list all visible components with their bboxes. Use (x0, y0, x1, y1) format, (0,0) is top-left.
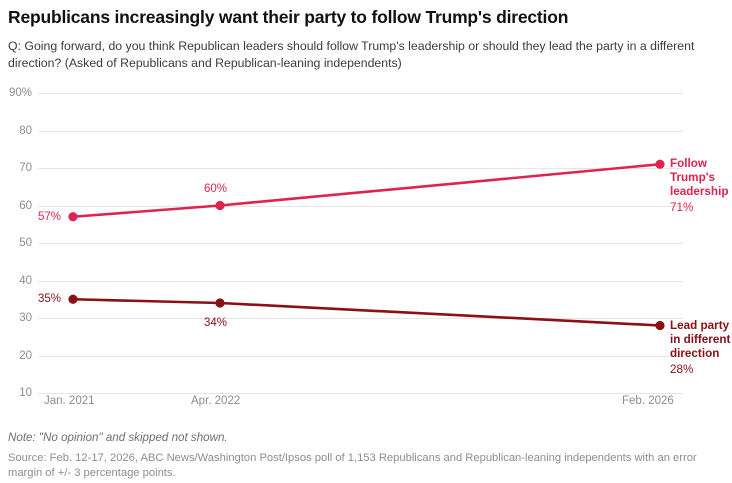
series-1-value-label-apr-2022: 60% (204, 183, 228, 195)
series-1-legend-value: 71% (670, 200, 694, 214)
gridline-80 (38, 130, 683, 132)
y-axis-tick-20: 20 (19, 349, 32, 362)
chart-subtitle: Q: Going forward, do you think Republica… (8, 39, 695, 70)
y-axis-tick-80: 80 (19, 124, 32, 137)
y-axis-tick-30: 30 (19, 312, 32, 324)
gridline-90 (38, 93, 683, 94)
series-lines-svg (68, 159, 665, 331)
series-2-legend-value: 28% (670, 362, 694, 376)
series-2-point-feb-2026[interactable] (655, 320, 665, 331)
gridline-20 (38, 355, 683, 357)
gridline-70 (38, 168, 683, 169)
series-2-legend-name: Lead party in different direction (670, 319, 731, 361)
series-1-point-feb-2026[interactable] (655, 159, 665, 169)
chart-note: Note: "No opinion" and skipped not shown… (8, 431, 228, 444)
series-2-legend-label: Lead party in different direction 28% (670, 319, 732, 377)
series-1-point-apr-2022[interactable] (215, 200, 225, 211)
x-axis-tick-jan-2021: Jan. 2021 (44, 395, 95, 407)
gridline-40 (38, 280, 683, 282)
series-1-line (71, 162, 662, 219)
y-axis-tick-90: 90% (8, 87, 32, 99)
series-2-line (71, 297, 662, 327)
series-2-value-label-jan-2021: 35% (38, 293, 62, 305)
gridline-30 (38, 318, 683, 319)
gridline-60 (38, 205, 683, 207)
y-axis-tick-70: 70 (19, 162, 32, 174)
series-2-value-label-apr-2022: 34% (204, 317, 228, 329)
x-axis-tick-apr-2022: Apr. 2022 (191, 395, 241, 407)
series-2-point-apr-2022[interactable] (215, 298, 225, 308)
series-1-value-label-jan-2021: 57% (38, 211, 62, 223)
series-2-point-jan-2021[interactable] (68, 294, 78, 304)
series-1-point-jan-2021[interactable] (68, 212, 78, 222)
series-1-legend-label: Follow Trump's leadership 71% (670, 157, 732, 215)
gridline-50 (38, 243, 683, 244)
series-1-legend-name: Follow Trump's leadership (670, 157, 729, 199)
gridline-10 (38, 393, 683, 394)
y-axis-tick-50: 50 (19, 237, 32, 249)
y-axis-tick-10: 10 (19, 387, 32, 399)
chart-source: Source: Feb. 12-17, 2026, ABC News/Washi… (8, 452, 697, 479)
x-axis-tick-feb-2026: Feb. 2026 (622, 395, 674, 407)
chart-plot-area: 90% 80 70 60 50 40 30 20 10 Jan. 2021 Ap… (0, 85, 732, 410)
y-axis-tick-40: 40 (19, 274, 32, 287)
y-axis-tick-60: 60 (19, 199, 32, 212)
page-title: Republicans increasingly want their part… (8, 7, 569, 27)
